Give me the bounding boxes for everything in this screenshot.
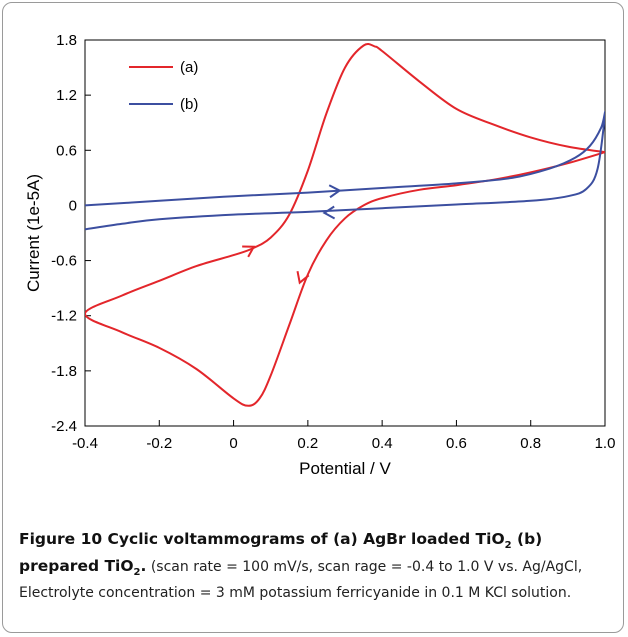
y-tick-label: -1.2 <box>51 308 77 325</box>
y-tick-label: -0.6 <box>51 253 77 270</box>
plot-area-border <box>84 39 606 427</box>
legend: (a) (b) <box>129 59 198 113</box>
y-axis-title: Current (1e-5A) <box>24 174 43 292</box>
y-tick-label: -2.4 <box>51 418 77 435</box>
arrow-b-reverse <box>322 205 336 220</box>
series-line-a <box>85 43 605 407</box>
figure-caption: Figure 10 Cyclic voltammograms of (a) Ag… <box>19 529 615 604</box>
y-tick-label: 1.2 <box>56 87 77 104</box>
x-tick-label: -0.2 <box>146 435 172 452</box>
y-tick-label: 0 <box>69 197 77 214</box>
x-tick-label: 0.6 <box>446 435 467 452</box>
y-tick-label: 1.8 <box>56 32 77 49</box>
x-tick-label: 0.2 <box>297 435 318 452</box>
y-tick-label: -1.8 <box>51 363 77 380</box>
arrow-b-forward <box>328 184 342 199</box>
scan-direction-arrows <box>242 184 342 285</box>
x-tick-label: 1.0 <box>595 435 616 452</box>
y-tick-label: 0.6 <box>56 142 77 159</box>
x-tick-label: -0.4 <box>72 435 98 452</box>
x-tick-label: 0 <box>229 435 237 452</box>
x-tick-label: 0.4 <box>372 435 393 452</box>
x-axis-title: Potential / V <box>299 459 391 478</box>
caption-title: Figure 10 Cyclic voltammograms of (a) Ag… <box>19 530 543 579</box>
series-line-b <box>85 110 605 231</box>
axis-ticks: -0.4 -0.2 0 0.2 0.4 0.6 0.8 1.0 1.8 1.2 0.6 0 -0.6 -1… <box>51 32 615 452</box>
cv-chart: -0.4 -0.2 0 0.2 0.4 0.6 0.8 1.0 1.8 1.2 0.6 0 -0.6 -1… <box>24 32 615 478</box>
legend-label-a: (a) <box>180 59 198 76</box>
caption-body: (scan rate = 100 mV/s, scan rage = -0.4 … <box>19 559 583 602</box>
series-lines <box>85 43 605 407</box>
arrow-a-forward <box>242 245 256 258</box>
legend-label-b: (b) <box>180 96 198 113</box>
x-tick-label: 0.8 <box>520 435 541 452</box>
arrow-a-reverse <box>296 271 310 285</box>
